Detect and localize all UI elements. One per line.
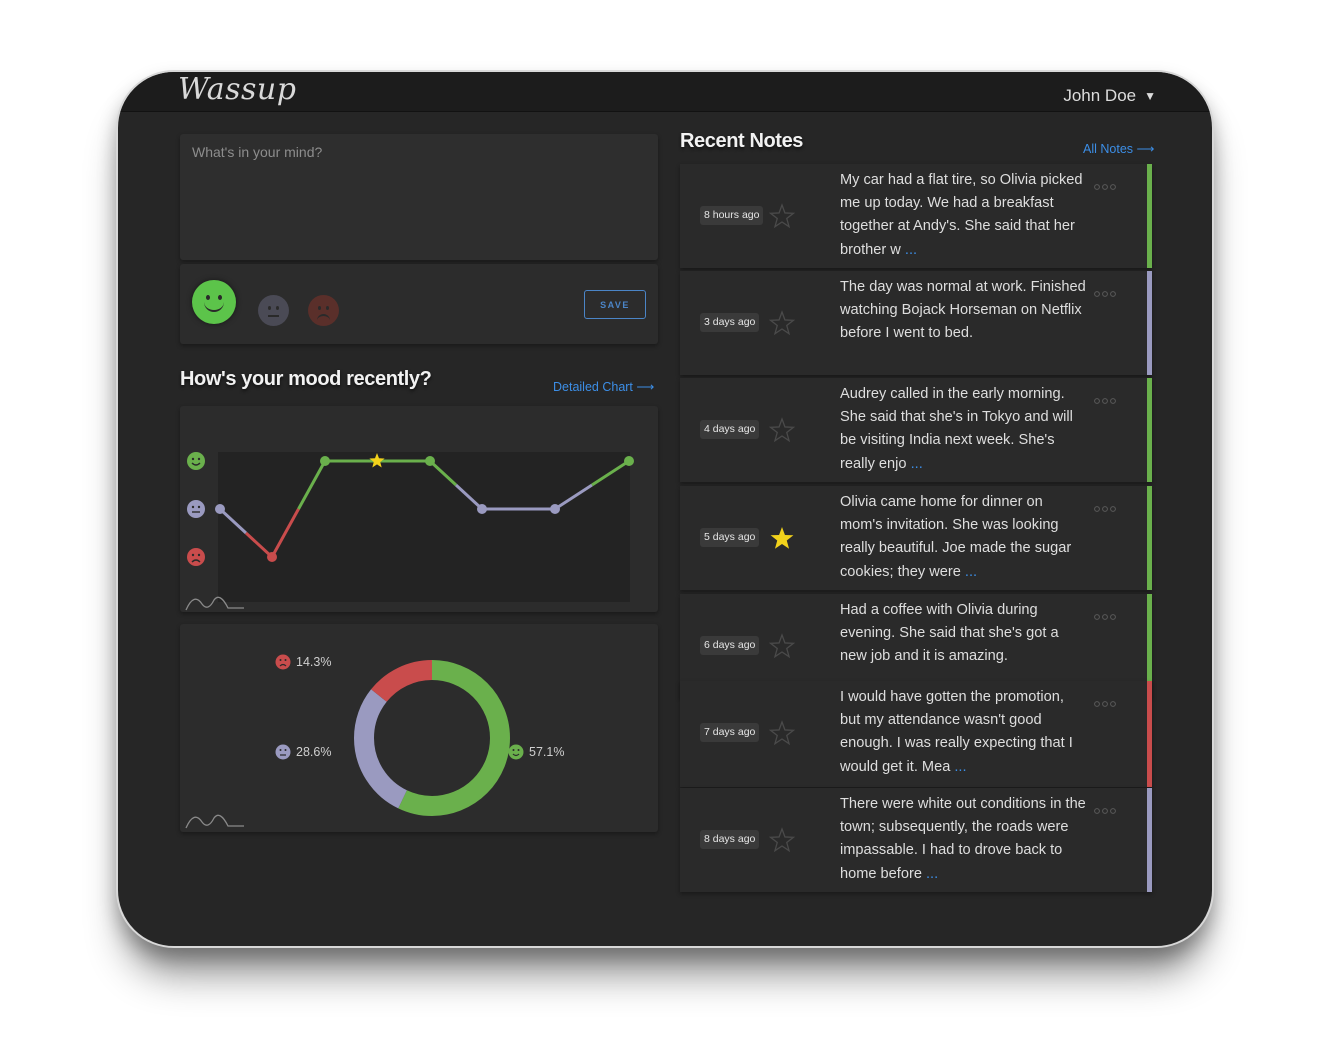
user-menu[interactable]: John Doe ▼ bbox=[1063, 86, 1156, 106]
note-editor bbox=[180, 134, 658, 260]
note-card[interactable]: 5 days ago Olivia came home for dinner on… bbox=[680, 486, 1152, 590]
donut-slice-neutral bbox=[354, 660, 510, 816]
note-timestamp: 8 hours ago bbox=[700, 206, 764, 225]
caret-down-icon: ▼ bbox=[1144, 89, 1156, 103]
mood-indicator-bar bbox=[1147, 788, 1152, 892]
line-segment bbox=[554, 483, 593, 511]
mood-indicator-bar bbox=[1147, 486, 1152, 590]
read-more-link[interactable]: ... bbox=[950, 758, 967, 775]
starred-point-icon bbox=[369, 453, 385, 468]
neutral-face-icon bbox=[275, 744, 291, 760]
notes-section-title: Recent Notes bbox=[680, 130, 804, 152]
mood-indicator-bar bbox=[1147, 594, 1152, 698]
y-level-neutral-icon bbox=[187, 500, 205, 518]
app-window: Wassup John Doe ▼ SAVE How's your mood re… bbox=[116, 70, 1214, 948]
note-card[interactable]: 8 days ago There were white out condition… bbox=[680, 788, 1152, 892]
save-button[interactable]: SAVE bbox=[584, 290, 646, 319]
slice-label-neutral: 28.6% bbox=[296, 745, 331, 759]
note-timestamp: 6 days ago bbox=[700, 636, 760, 655]
slice-label-sad: 14.3% bbox=[296, 655, 331, 669]
data-point bbox=[425, 456, 435, 466]
more-options-icon[interactable] bbox=[1093, 695, 1117, 707]
note-text: There were white out conditions in the t… bbox=[840, 796, 1086, 882]
note-text: My car had a flat tire, so Olivia picked… bbox=[840, 172, 1083, 258]
donut-slice-sad bbox=[354, 660, 510, 816]
star-outline-icon[interactable] bbox=[768, 632, 796, 660]
slice-label-happy: 57.1% bbox=[529, 745, 564, 759]
sad-face-icon[interactable] bbox=[308, 295, 339, 326]
star-outline-icon[interactable] bbox=[768, 416, 796, 444]
note-text: Had a coffee with Olivia during evening.… bbox=[840, 602, 1059, 665]
star-outline-icon[interactable] bbox=[768, 202, 796, 230]
read-more-link[interactable]: ... bbox=[900, 241, 918, 258]
neutral-face-icon[interactable] bbox=[258, 295, 289, 326]
donut-chart-svg: 57.1% 28.6% 14.3% bbox=[185, 654, 564, 829]
data-point bbox=[267, 552, 277, 562]
star-filled-icon[interactable] bbox=[768, 524, 796, 552]
more-options-icon[interactable] bbox=[1093, 500, 1117, 512]
more-options-icon[interactable] bbox=[1093, 802, 1117, 814]
note-timestamp: 8 days ago bbox=[700, 830, 760, 849]
note-card[interactable]: 8 hours ago My car had a flat tire, so Ol… bbox=[680, 164, 1152, 268]
note-timestamp: 4 days ago bbox=[700, 420, 760, 439]
more-options-icon[interactable] bbox=[1093, 285, 1117, 297]
happy-face-icon[interactable] bbox=[192, 280, 236, 324]
all-notes-link[interactable]: All Notes ⟶ bbox=[1083, 142, 1155, 156]
note-card[interactable]: 7 days ago I would have gotten the promot… bbox=[680, 681, 1152, 787]
read-more-link[interactable]: ... bbox=[906, 455, 923, 472]
more-options-icon[interactable] bbox=[1093, 178, 1117, 190]
wave-icon bbox=[185, 596, 244, 611]
detailed-chart-link[interactable]: Detailed Chart ⟶ bbox=[553, 380, 655, 394]
line-segment bbox=[244, 531, 274, 559]
user-name: John Doe bbox=[1063, 86, 1137, 105]
note-text: I would have gotten the promotion, but m… bbox=[840, 689, 1073, 775]
happy-face-icon bbox=[508, 744, 524, 760]
mood-section-title: How's your mood recently? bbox=[180, 368, 432, 390]
line-segment bbox=[218, 507, 248, 535]
read-more-link[interactable]: ... bbox=[960, 563, 978, 580]
wave-icon bbox=[185, 814, 244, 829]
star-outline-icon[interactable] bbox=[768, 826, 796, 854]
note-timestamp: 7 days ago bbox=[700, 723, 760, 742]
y-level-sad-icon bbox=[187, 548, 205, 566]
read-more-link[interactable]: ... bbox=[921, 865, 939, 882]
y-level-happy-icon bbox=[187, 452, 205, 470]
top-bar: Wassup John Doe ▼ bbox=[118, 72, 1212, 112]
mood-donut-chart: 57.1% 28.6% 14.3% bbox=[180, 624, 658, 832]
data-point bbox=[477, 504, 487, 514]
data-point bbox=[320, 456, 330, 466]
chart-plot-area bbox=[218, 452, 630, 602]
line-segment bbox=[297, 460, 327, 510]
star-outline-icon[interactable] bbox=[768, 719, 796, 747]
mood-indicator-bar bbox=[1147, 378, 1152, 482]
line-segment bbox=[591, 459, 630, 487]
note-card[interactable]: 4 days ago Audrey called in the early mor… bbox=[680, 378, 1152, 482]
more-options-icon[interactable] bbox=[1093, 392, 1117, 404]
sad-face-icon bbox=[275, 654, 291, 670]
note-text: The day was normal at work. Finished wat… bbox=[840, 279, 1086, 342]
line-segment bbox=[454, 483, 484, 511]
mood-indicator-bar bbox=[1147, 271, 1152, 375]
data-point bbox=[624, 456, 634, 466]
note-timestamp: 5 days ago bbox=[700, 528, 760, 547]
note-card[interactable]: 3 days ago The day was normal at work. Fi… bbox=[680, 271, 1152, 375]
line-segment bbox=[270, 508, 300, 558]
line-segment bbox=[428, 459, 458, 487]
note-text: Audrey called in the early morning. She … bbox=[840, 386, 1073, 472]
mood-selector: SAVE bbox=[180, 264, 658, 344]
data-point bbox=[550, 504, 560, 514]
data-point bbox=[215, 504, 225, 514]
line-chart-svg bbox=[185, 452, 634, 611]
note-timestamp: 3 days ago bbox=[700, 313, 760, 332]
star-outline-icon[interactable] bbox=[768, 309, 796, 337]
note-input[interactable] bbox=[180, 134, 658, 260]
app-logo[interactable]: Wassup bbox=[178, 72, 297, 107]
note-card[interactable]: 6 days ago Had a coffee with Olivia durin… bbox=[680, 594, 1152, 698]
mood-indicator-bar bbox=[1147, 681, 1152, 787]
note-text: Olivia came home for dinner on mom's inv… bbox=[840, 494, 1072, 580]
more-options-icon[interactable] bbox=[1093, 608, 1117, 620]
mood-line-chart bbox=[180, 406, 658, 612]
mood-indicator-bar bbox=[1147, 164, 1152, 268]
